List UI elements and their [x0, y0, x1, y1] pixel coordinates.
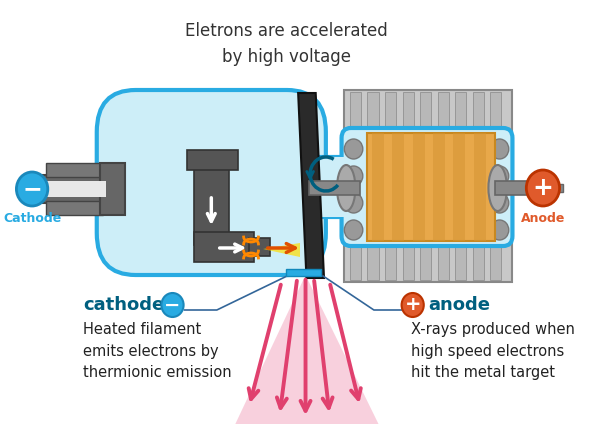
Bar — [41, 181, 106, 197]
Bar — [372, 133, 384, 241]
Bar — [455, 242, 466, 280]
Bar — [194, 232, 254, 262]
Ellipse shape — [344, 166, 363, 186]
Bar — [249, 238, 269, 256]
Text: Cathode: Cathode — [3, 212, 61, 225]
Ellipse shape — [344, 139, 363, 159]
Bar — [543, 184, 563, 192]
Bar — [367, 92, 379, 130]
Circle shape — [401, 293, 424, 317]
Bar — [187, 150, 238, 170]
Text: −: − — [22, 177, 42, 201]
Bar — [403, 92, 413, 130]
Ellipse shape — [490, 193, 509, 213]
Bar — [367, 133, 495, 241]
Bar — [392, 133, 404, 241]
Bar — [100, 163, 125, 215]
Bar — [344, 240, 512, 282]
Bar — [46, 163, 103, 177]
Text: +: + — [404, 295, 421, 314]
Ellipse shape — [337, 165, 355, 211]
Text: anode: anode — [428, 296, 490, 314]
Bar — [28, 175, 103, 203]
Polygon shape — [235, 275, 379, 424]
Bar — [305, 191, 349, 217]
Bar — [437, 242, 449, 280]
Ellipse shape — [344, 220, 363, 240]
Bar — [350, 242, 361, 280]
FancyBboxPatch shape — [97, 90, 326, 275]
Polygon shape — [263, 243, 300, 257]
Bar — [454, 133, 466, 241]
Text: Anode: Anode — [521, 212, 565, 225]
Bar — [437, 92, 449, 130]
Text: cathode: cathode — [83, 296, 164, 314]
Bar — [309, 181, 360, 195]
Ellipse shape — [488, 165, 507, 211]
Circle shape — [161, 293, 184, 317]
Bar — [385, 92, 396, 130]
Bar — [490, 92, 502, 130]
Bar — [305, 157, 349, 183]
Bar — [473, 133, 485, 241]
Bar — [495, 181, 546, 195]
Bar — [455, 92, 466, 130]
Ellipse shape — [490, 166, 509, 186]
Bar — [46, 201, 103, 215]
Ellipse shape — [490, 139, 509, 159]
Bar — [403, 242, 413, 280]
Bar — [367, 242, 379, 280]
Polygon shape — [298, 93, 324, 278]
Ellipse shape — [344, 193, 363, 213]
Bar — [433, 133, 445, 241]
Text: Heated filament
emits electrons by
thermionic emission: Heated filament emits electrons by therm… — [83, 322, 232, 380]
FancyBboxPatch shape — [341, 128, 512, 246]
Bar — [307, 157, 344, 217]
Bar — [473, 242, 484, 280]
Text: −: − — [164, 295, 181, 314]
Text: X-rays produced when
high speed electrons
hit the metal target: X-rays produced when high speed electron… — [411, 322, 575, 380]
Bar — [344, 90, 512, 132]
Circle shape — [526, 170, 560, 206]
Bar — [350, 92, 361, 130]
Text: Eletrons are accelerated
by high voltage: Eletrons are accelerated by high voltage — [185, 22, 388, 66]
Text: +: + — [532, 176, 553, 200]
Bar — [490, 242, 502, 280]
Bar — [420, 242, 431, 280]
Ellipse shape — [490, 220, 509, 240]
Bar — [413, 133, 425, 241]
Bar — [473, 92, 484, 130]
Bar — [286, 269, 321, 276]
Bar — [194, 155, 229, 245]
Circle shape — [16, 172, 48, 206]
Bar — [385, 242, 396, 280]
Bar — [420, 92, 431, 130]
